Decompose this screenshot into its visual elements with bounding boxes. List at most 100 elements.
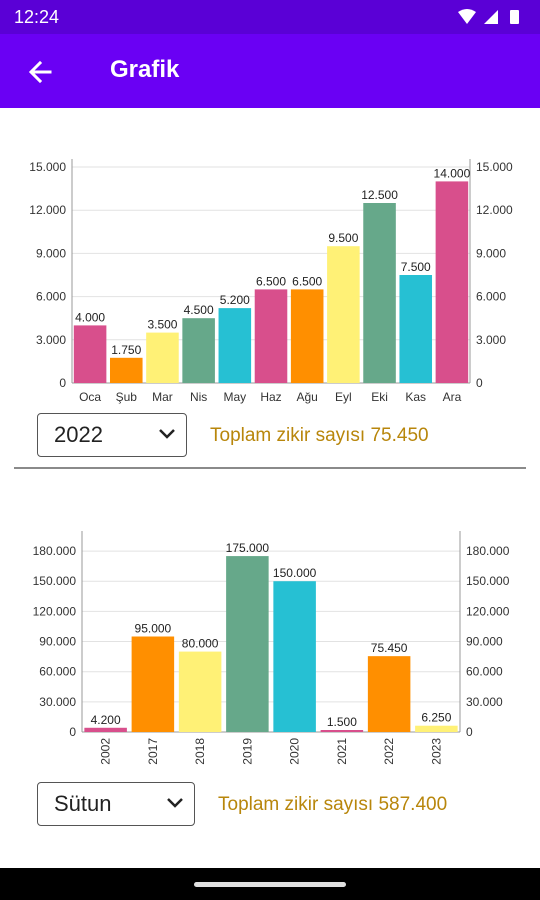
y-tick-label-left: 6.000	[36, 290, 66, 304]
bar-2018[interactable]	[178, 651, 222, 732]
chevron-down-icon	[167, 798, 183, 808]
bar-Eyl[interactable]	[327, 246, 360, 383]
y-tick-label-left: 120.000	[33, 604, 77, 618]
x-tick-label: Haz	[260, 390, 281, 404]
data-label: 80.000	[182, 637, 219, 651]
bar-Ağu[interactable]	[290, 289, 324, 383]
bar-Kas[interactable]	[399, 275, 433, 383]
data-label: 12.500	[361, 188, 398, 202]
x-tick-label: Oca	[79, 390, 101, 404]
year-select[interactable]: 2022	[37, 413, 187, 457]
battery-icon	[510, 10, 519, 24]
x-tick-label: Eki	[371, 390, 388, 404]
y-tick-label-right: 3.000	[476, 333, 506, 347]
data-label: 6.250	[421, 711, 451, 725]
data-label: 4.000	[75, 310, 105, 324]
monthly-bar-chart: 0 0 3.000 3.000 6.000 6.000 9.000 9.000 12.000 12…	[29, 159, 513, 404]
status-time: 12:24	[14, 7, 60, 27]
app-bar: Grafik	[0, 34, 540, 108]
data-label: 6.500	[292, 274, 322, 288]
y-tick-label-right: 120.000	[466, 604, 510, 618]
wifi-icon	[458, 9, 476, 24]
y-tick-label-right: 150.000	[466, 574, 510, 588]
data-label: 150.000	[273, 566, 317, 580]
bar-Mar[interactable]	[146, 332, 179, 383]
home-handle[interactable]	[194, 882, 346, 887]
data-label: 4.500	[184, 303, 214, 317]
bar-Nis[interactable]	[182, 318, 215, 383]
y-tick-label-left: 0	[59, 376, 66, 390]
bar-2020[interactable]	[273, 581, 316, 732]
y-tick-label-left: 150.000	[33, 574, 77, 588]
x-tick-label: 2020	[288, 738, 302, 765]
data-label: 95.000	[135, 622, 172, 636]
x-tick-label: 2023	[429, 738, 443, 765]
overall-total-text: Toplam zikir sayısı 587.400	[218, 794, 448, 815]
x-tick-label: Nis	[190, 390, 207, 404]
y-tick-label-right: 30.000	[466, 695, 503, 709]
data-label: 175.000	[226, 541, 270, 555]
bar-2023[interactable]	[415, 725, 458, 732]
data-label: 1.500	[327, 715, 357, 729]
y-tick-label-right: 0	[476, 376, 483, 390]
y-tick-label-right: 90.000	[466, 635, 503, 649]
y-tick-label-right: 12.000	[476, 203, 513, 217]
y-tick-label-left: 12.000	[29, 203, 66, 217]
yearly-bar-chart: 0 0 30.000 30.000 60.000 60.000 90.000 90.000 12…	[33, 531, 510, 765]
x-tick-label: Ara	[443, 390, 462, 404]
x-tick-label: 2021	[335, 738, 349, 765]
yearly-total-text: Toplam zikir sayısı 75.450	[210, 425, 429, 446]
y-tick-label-left: 0	[69, 725, 76, 739]
y-tick-label-right: 6.000	[476, 290, 506, 304]
data-label: 4.200	[91, 713, 121, 727]
data-label: 7.500	[401, 260, 431, 274]
y-tick-label-left: 180.000	[33, 544, 77, 558]
y-tick-label-left: 30.000	[39, 695, 76, 709]
bar-2002[interactable]	[84, 727, 127, 732]
signal-icon	[484, 10, 498, 24]
bar-May[interactable]	[218, 308, 252, 383]
bar-Şub[interactable]	[109, 357, 143, 383]
data-label: 14.000	[434, 166, 471, 180]
x-tick-label: Eyl	[335, 390, 352, 404]
year-select-value: 2022	[54, 422, 103, 447]
section-divider	[14, 467, 526, 469]
data-label: 3.500	[147, 318, 177, 332]
y-tick-label-right: 0	[466, 725, 473, 739]
data-label: 1.750	[111, 343, 141, 357]
chart-type-select-value: Sütun	[54, 791, 112, 816]
y-tick-label-right: 9.000	[476, 246, 506, 260]
y-tick-label-right: 15.000	[476, 160, 513, 174]
arrow-left-icon[interactable]	[24, 55, 58, 89]
x-tick-label: 2018	[193, 738, 207, 765]
bar-2017[interactable]	[131, 636, 175, 732]
y-tick-label-left: 15.000	[29, 160, 66, 174]
data-label: 5.200	[220, 293, 250, 307]
y-tick-label-right: 180.000	[466, 544, 510, 558]
bar-Eki[interactable]	[363, 203, 396, 383]
data-label: 75.450	[371, 641, 408, 655]
bar-Haz[interactable]	[254, 289, 288, 383]
chevron-down-icon	[159, 429, 175, 439]
chart-type-select[interactable]: Sütun	[37, 782, 195, 826]
data-label: 6.500	[256, 274, 286, 288]
bar-2021[interactable]	[320, 730, 364, 732]
page-title: Grafik	[110, 56, 180, 83]
x-tick-label: 2002	[99, 738, 113, 765]
bar-2019[interactable]	[226, 556, 269, 732]
bar-Ara[interactable]	[435, 181, 469, 383]
data-label: 9.500	[328, 231, 358, 245]
status-bar: 12:24	[0, 0, 540, 34]
y-tick-label-left: 60.000	[39, 665, 76, 679]
x-tick-label: 2017	[146, 738, 160, 765]
x-tick-label: Mar	[152, 390, 173, 404]
y-tick-label-left: 3.000	[36, 333, 66, 347]
x-tick-label: 2022	[382, 738, 396, 765]
bar-2022[interactable]	[367, 656, 411, 732]
bar-Oca[interactable]	[73, 325, 107, 383]
y-tick-label-left: 90.000	[39, 635, 76, 649]
status-icons	[458, 9, 519, 24]
x-tick-label: May	[223, 390, 246, 404]
navigation-bar	[0, 868, 540, 900]
x-tick-label: 2019	[240, 738, 254, 765]
